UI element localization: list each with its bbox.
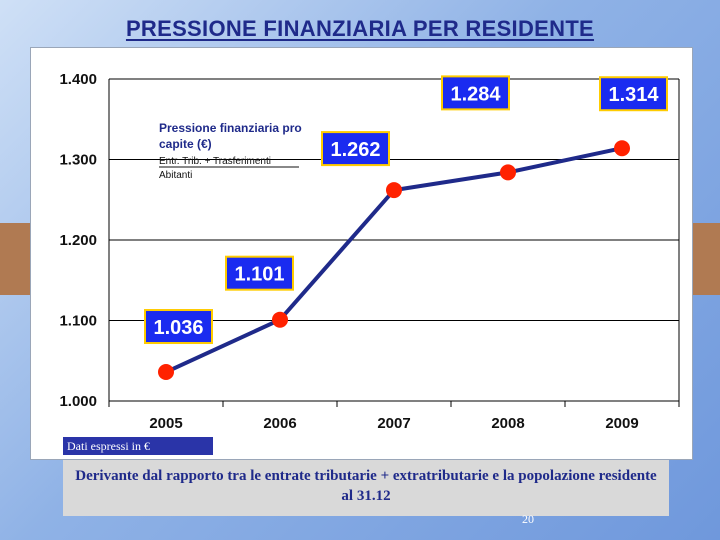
x-tick-label: 2007: [377, 415, 410, 432]
data-label: 1.036: [153, 317, 203, 339]
data-label: 1.262: [330, 139, 380, 161]
x-tick-label: 2006: [263, 415, 296, 432]
footnote-box: Derivante dal rapporto tra le entrate tr…: [63, 460, 669, 516]
data-point-marker: [386, 182, 402, 199]
line-chart: 1.000 1.100 1.200 1.300 1.400 2005 2006 2007 200…: [59, 71, 680, 432]
left-decorative-bar: [0, 223, 30, 295]
slide-title: PRESSIONE FINANZIARIA PER RESIDENTE: [125, 16, 595, 41]
data-label-box: [599, 76, 668, 112]
series-layer: [158, 140, 630, 381]
x-tick-label: 2005: [149, 415, 182, 432]
chart-panel: 1.000 1.100 1.200 1.300 1.400 2005 2006 2007 200…: [30, 47, 693, 460]
data-point-marker: [272, 311, 288, 328]
data-label-box: [441, 75, 510, 111]
data-label: 1.101: [234, 264, 284, 286]
y-tick-label: 1.300: [59, 152, 97, 169]
data-label-box: [225, 255, 294, 291]
chart-legend: Pressione finanziaria pro capite (€) Ent…: [159, 121, 302, 181]
y-tick-label: 1.100: [59, 313, 97, 330]
data-label-box: [321, 131, 390, 167]
x-tick-label: 2009: [605, 415, 638, 432]
data-label: 1.314: [608, 84, 659, 106]
legend-numerator: Entr. Trib. + Trasferimenti: [159, 156, 271, 167]
right-decorative-bar: [693, 223, 720, 295]
legend-title-line-1: Pressione finanziaria pro: [159, 121, 302, 135]
data-point-marker: [614, 140, 630, 157]
x-tick-label: 2008: [491, 415, 524, 432]
data-label-layer: 1.036 1.101 1.262 1.284 1.314: [144, 75, 668, 345]
data-label: 1.284: [450, 83, 501, 105]
units-note: Dati espressi in €: [63, 437, 213, 455]
y-tick-label: 1.000: [59, 393, 97, 410]
page-number: 20: [522, 512, 534, 526]
axis-layer: 1.000 1.100 1.200 1.300 1.400 2005 2006 2007 200…: [59, 71, 680, 432]
data-point-marker: [500, 164, 516, 181]
data-point-marker: [158, 364, 174, 381]
legend-title-line-2: capite (€): [159, 137, 212, 151]
y-tick-label: 1.400: [59, 71, 97, 88]
data-label-box: [144, 309, 213, 345]
legend-denominator: Abitanti: [159, 170, 192, 181]
y-tick-label: 1.200: [59, 232, 97, 249]
